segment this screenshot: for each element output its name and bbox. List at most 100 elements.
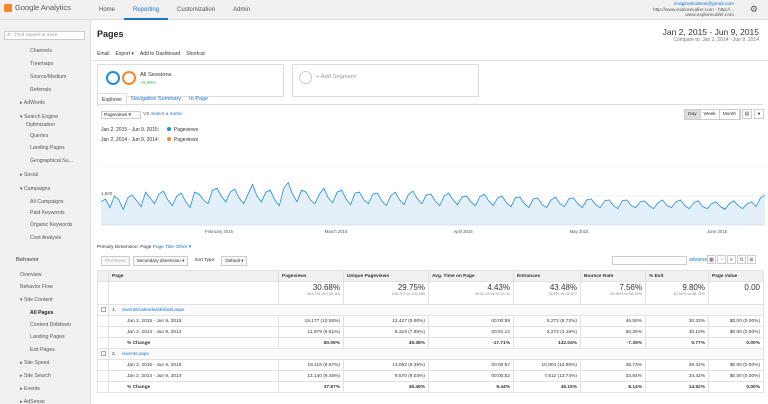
advanced-filter-link[interactable]: advanced [689,257,711,263]
column-header[interactable]: Pageviews [278,270,344,282]
table-cell: 50.26% [580,326,646,338]
column-header[interactable]: % Exit [645,270,709,282]
sidebar-item[interactable]: ▾ Site Content [20,297,53,303]
table-row: Jan 2, 2015 - Jun 9, 2015 19,177 (10.55%)… [97,315,764,327]
account-selector[interactable]: imaginetioideas@gmail.com http://www.exp… [653,2,734,19]
motion-chart-icon[interactable]: ● [754,109,764,119]
sidebar-item[interactable]: ▾ Campaigns [20,186,51,192]
sidebar-item[interactable]: Landing Pages [30,334,65,340]
totals-cell: 7.56% 62.80% vs 58.39% [580,281,646,305]
column-header[interactable]: Page Value [708,270,764,282]
granularity-day[interactable]: Day [685,110,701,119]
sidebar-item[interactable]: Behavior Flow [20,284,53,290]
add-segment-button[interactable]: + Add Segment [292,64,479,97]
sidebar-item[interactable]: All Campaigns [30,199,64,205]
dimension-other[interactable]: Other ▾ [175,245,192,250]
granularity-month[interactable]: Month [719,110,741,119]
sidebar-item[interactable]: ▸ Site Speed [20,360,50,366]
segment-all-sessions[interactable]: All Sessions +6.68% [97,64,284,97]
page-link[interactable]: /events.aspx [122,351,149,357]
nav-customization[interactable]: Customization [177,7,216,13]
row-checkbox[interactable] [101,306,106,312]
totals-cell: 30.68% 181,791 vs 139,115 [278,281,344,305]
sidebar-item[interactable]: All Pages [30,310,54,316]
sidebar-item[interactable]: Geographical Su... [30,158,73,164]
table-header-row: Page Pageviews Unique Pageviews Avg. Time o… [97,270,764,282]
column-header[interactable]: Unique Pageviews [343,270,429,282]
sidebar-item[interactable]: Organic Keywords [30,222,73,228]
pie-view-icon[interactable]: ◔ [717,255,726,264]
comparison-view-icon[interactable]: ⇅ [737,255,746,264]
data-view-icon[interactable]: ▦ [707,255,716,264]
y-tick-label: 1,500 [101,191,113,196]
sidebar-item[interactable]: Overview [20,272,42,278]
dimension-page[interactable]: Page [140,245,152,250]
account-property: http://www.explorecaller.com - http://..… [652,7,734,13]
legend-row-previous: Jan 2, 2014 - Jun 9, 2014: Pageviews [101,137,198,143]
sidebar-item[interactable]: Behavior [16,257,39,263]
granularity-week[interactable]: Week [700,110,720,119]
sidebar-item[interactable]: Channels [30,48,52,54]
search-icon: ⌕ [7,32,11,38]
dimension-page-title[interactable]: Page Title [152,245,175,250]
sidebar-item[interactable]: ▸ Site Search [20,373,51,379]
column-header[interactable]: Page [108,270,279,282]
sidebar-item[interactable]: ▸ AdWords [20,100,45,106]
sidebar-item[interactable]: Optimization [26,122,55,128]
sidebar-item[interactable]: Source/Medium [30,74,67,80]
analytics-logo-icon [4,3,12,12]
performance-view-icon[interactable]: ≡ [727,255,736,264]
row-checkbox[interactable] [101,350,106,356]
email-button[interactable]: Email [97,51,110,57]
sidebar-item[interactable]: Queries [30,133,49,139]
pivot-view-icon[interactable]: ⊞ [747,255,756,264]
sidebar-item[interactable]: Treemaps [30,61,54,67]
sidebar-item[interactable]: ▸ Social [20,172,39,178]
add-to-dashboard-button[interactable]: Add to Dashboard [139,51,181,57]
sidebar-item[interactable]: Landing Pages [30,145,65,151]
sidebar-item[interactable]: Referrals [30,87,52,93]
sidebar-item[interactable]: ▸ Events [20,386,40,392]
table-cell: 8,319 (7.85%) [343,326,429,338]
nav-admin[interactable]: Admin [233,7,251,13]
export-button[interactable]: Export ▾ [115,51,134,57]
table-row: % Change 37.87% 36.49% 9.44% 45.15% 8.14% 14.5… [97,381,764,393]
sidebar-item[interactable]: ▸ AdSense [20,399,45,404]
tab-navigation-summary[interactable]: Navigation Summary [131,96,182,102]
metric-select[interactable]: Pageviews ▾ [101,111,141,119]
secondary-dimension-select[interactable]: Secondary dimension ▾ [132,256,189,266]
shortcut-button[interactable]: Shortcut [186,51,205,57]
table-search-input[interactable] [612,256,687,265]
sort-type-select[interactable]: Default ▾ [221,256,248,266]
table-cell: 39.42% [645,359,709,371]
select-metric-link[interactable]: Select a metric [151,112,183,117]
table-cell: 49.38% [343,337,429,349]
google-analytics-logo[interactable]: Google Analytics [4,3,71,12]
page-link[interactable]: /events/calendar/default.aspx [122,307,185,313]
tab-explorer[interactable]: Explorer [97,93,128,107]
line-chart-icon[interactable]: ▤ [742,109,752,119]
table-cell: 14.52% [645,381,709,393]
table-cell: 60.09% [278,337,344,349]
tab-in-page[interactable]: In-Page [189,96,209,102]
sidebar-item[interactable]: Exit Pages [30,347,55,353]
sidebar-item[interactable]: ▾ Search Engine [20,114,59,120]
date-range-picker[interactable]: Jan 2, 2015 - Jun 9, 2015 Compare to: Ja… [663,27,759,43]
sidebar-item[interactable]: Paid Keywords [30,210,65,216]
totals-value: 4.43% [487,283,510,292]
row-number: 1. [112,307,117,313]
column-header[interactable]: Entrances [513,270,581,282]
column-header [97,270,109,282]
column-header[interactable]: Bounce Rate [580,270,646,282]
column-header[interactable]: Avg. Time on Page [428,270,514,282]
sidebar-item[interactable]: Cost Analysis [30,235,62,241]
series-line [101,181,765,211]
table-row: % Change 60.09% 49.38% -17.71% 132.04% -7.39%… [97,337,764,349]
nav-reporting[interactable]: Reporting [124,0,169,20]
gear-icon[interactable]: ⚙ [749,4,758,14]
nav-home[interactable]: Home [99,7,116,13]
plot-rows-button[interactable]: Plot Rows [101,256,130,266]
sidebar-item[interactable]: Content Drilldown [30,322,71,328]
search-input[interactable]: ⌕ Find reports & more [4,31,85,40]
